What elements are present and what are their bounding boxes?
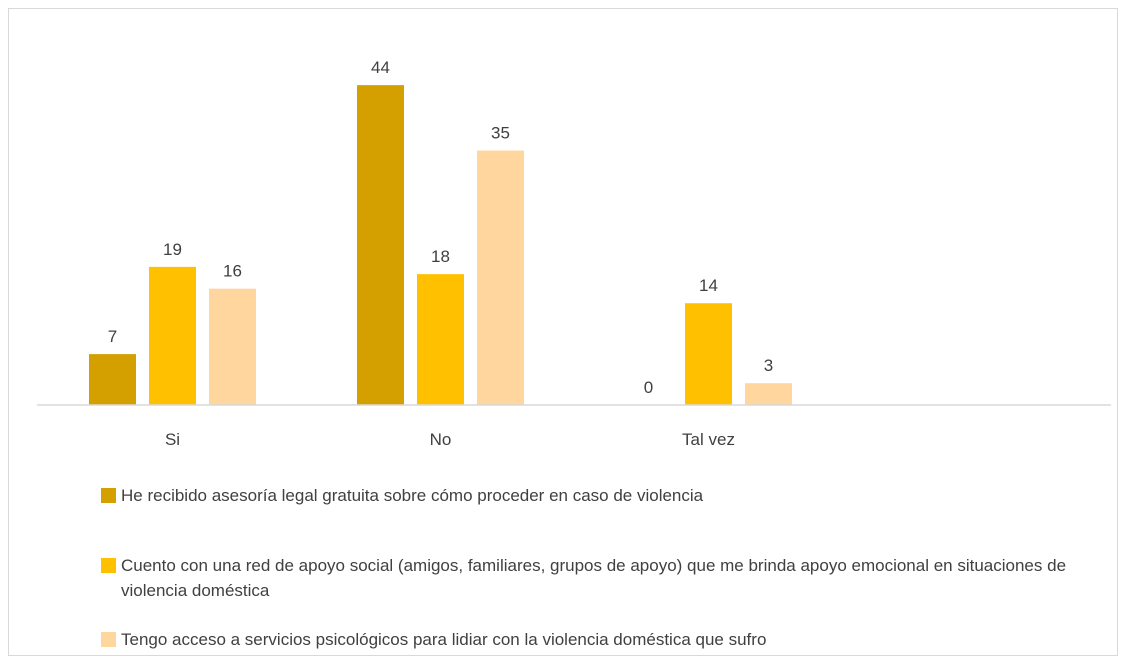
legend-swatch-series-1 [101,488,116,503]
bar-s3-no [477,150,524,405]
data-label-s2-si: 19 [163,240,182,259]
labels-layer: 7 19 16 Si 44 18 35 No 0 14 3 Tal vez [108,58,773,449]
category-label-tal-vez: Tal vez [682,430,735,449]
legend-label-series-3: Tengo acceso a servicios psicológicos pa… [121,630,767,649]
bar-s2-tal-vez [685,303,732,405]
legend-item-series-1: He recibido asesoría legal gratuita sobr… [101,483,1091,508]
bar-s1-no [357,85,404,406]
bar-s1-si [89,354,136,405]
legend-item-series-3: Tengo acceso a servicios psicológicos pa… [101,627,1091,652]
bar-s3-tal-vez [745,383,792,405]
bar-s3-si [209,288,256,405]
data-label-s3-si: 16 [223,262,242,281]
data-label-s2-no: 18 [431,247,450,266]
bar-s2-no [417,274,464,405]
data-label-s3-no: 35 [491,124,510,143]
category-label-no: No [430,430,452,449]
data-label-s1-no: 44 [371,58,390,77]
legend-swatch-series-3 [101,632,116,647]
data-label-s1-si: 7 [108,327,117,346]
data-label-s2-tal-vez: 14 [699,276,718,295]
legend-swatch-series-2 [101,558,116,573]
bars-layer [89,85,792,406]
legend-label-series-1: He recibido asesoría legal gratuita sobr… [121,486,704,505]
legend-label-series-2: Cuento con una red de apoyo social (amig… [121,556,1067,600]
bar-s2-si [149,266,196,405]
category-label-si: Si [165,430,180,449]
chart-frame: 7 19 16 Si 44 18 35 No 0 14 3 Tal vez He recibido a… [8,8,1118,656]
bar-chart: 7 19 16 Si 44 18 35 No 0 14 3 Tal vez [37,58,1111,449]
data-label-s3-tal-vez: 3 [764,356,773,375]
data-label-s1-tal-vez: 0 [644,378,653,397]
legend-item-series-2: Cuento con una red de apoyo social (amig… [101,553,1091,603]
